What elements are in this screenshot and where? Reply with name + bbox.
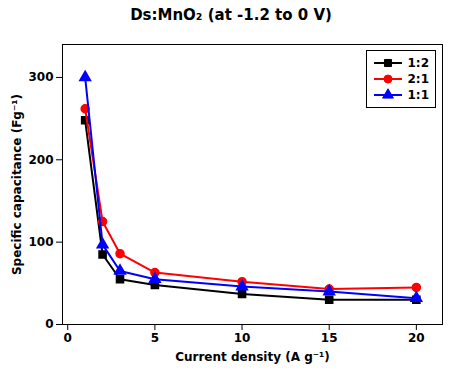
svg-text:20: 20 [408,331,425,345]
svg-text:Specific capacitance (Fg⁻¹): Specific capacitance (Fg⁻¹) [10,94,24,275]
svg-text:10: 10 [234,331,251,345]
svg-text:200: 200 [28,153,53,167]
svg-text:0: 0 [64,331,72,345]
svg-text:5: 5 [151,331,159,345]
html-text:1:1: 1:1 [407,88,429,102]
svg-text:100: 100 [28,235,53,249]
html-text:1:2: 1:2 [407,56,429,70]
html-text:Ds:MnO₂ (at -1.2 to 0 V): Ds:MnO₂ (at -1.2 to 0 V) [130,6,332,24]
html-text:2:1: 2:1 [407,72,429,86]
svg-text:Current density (A g⁻¹): Current density (A g⁻¹) [175,350,330,364]
svg-text:15: 15 [321,331,338,345]
svg-text:0: 0 [45,317,53,331]
svg-text:300: 300 [28,70,53,84]
